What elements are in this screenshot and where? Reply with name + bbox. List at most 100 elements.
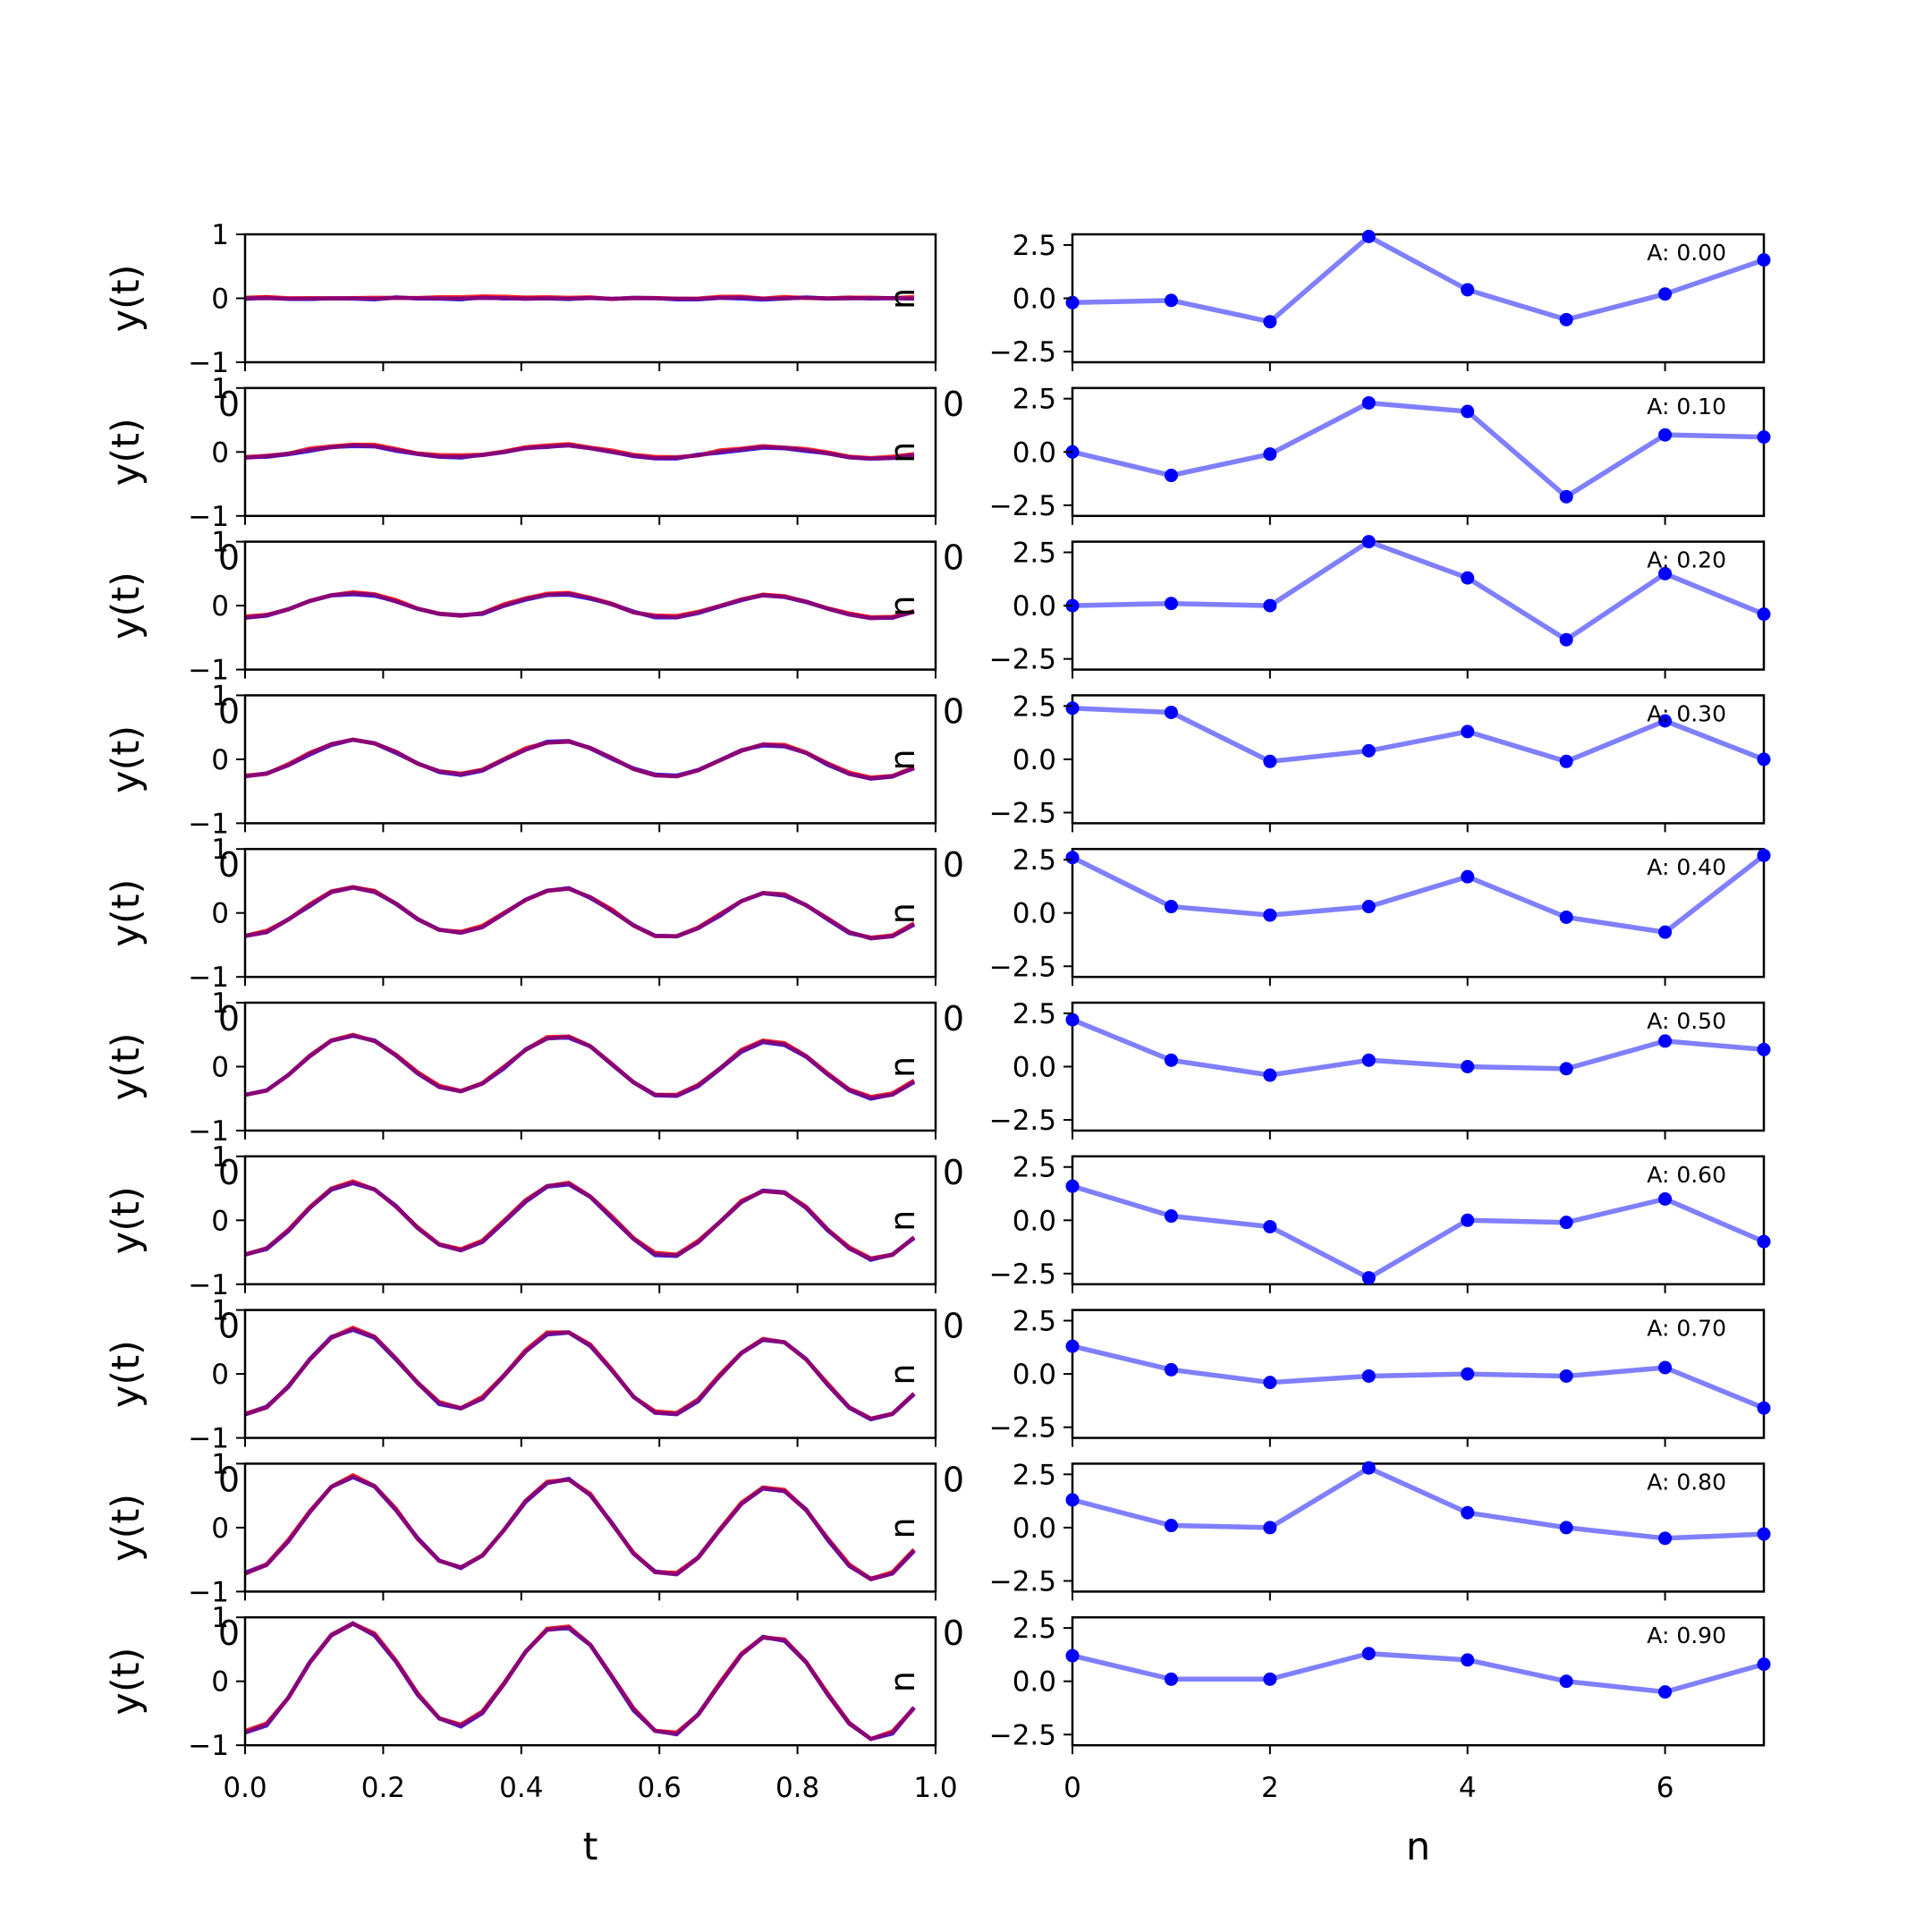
left-ytick-label: −1 — [188, 962, 229, 994]
left-panel-4: 10−1y(t) n0 0 — [104, 834, 964, 994]
right-ytick-label: 2.5 — [1013, 691, 1056, 723]
left-ytick-label: −1 — [188, 655, 229, 687]
blue-trace — [244, 1181, 916, 1263]
data-point — [1263, 754, 1277, 768]
data-point — [1361, 1461, 1376, 1475]
data-point — [1658, 925, 1673, 939]
right-ytick-label: 0.0 — [1013, 1359, 1056, 1391]
data-point — [1361, 395, 1376, 410]
left-ytick-label: 0 — [211, 1052, 229, 1084]
left-ylabel: y(t) — [104, 572, 148, 640]
amplitude-annotation: A: 0.20 — [1647, 547, 1726, 573]
data-point — [1559, 754, 1573, 768]
right-panel-0: 2.5 0.0 −2.5 A: 0.00 — [989, 229, 1771, 371]
data-point — [1658, 566, 1673, 580]
purple-trace — [244, 1326, 916, 1421]
data-point — [1757, 1401, 1771, 1415]
left-ytick-label: −1 — [188, 347, 229, 379]
right-ytick-label: −2.5 — [989, 951, 1056, 983]
ghost-zero-left: 0 — [218, 1153, 240, 1192]
data-point — [1757, 1234, 1771, 1249]
left-xtick-label: 0.4 — [499, 1772, 543, 1804]
right-ytick-label: 0.0 — [1013, 284, 1056, 316]
amplitude-annotation: A: 0.50 — [1647, 1008, 1726, 1034]
left-ytick-label: 1 — [211, 987, 229, 1020]
right-ytick-label: −2.5 — [989, 336, 1056, 369]
amplitude-annotation: A: 0.00 — [1647, 240, 1726, 266]
right-xtick-label: 0 — [1063, 1772, 1081, 1804]
data-point — [1559, 1674, 1573, 1689]
data-point — [1757, 1657, 1771, 1672]
data-point — [1658, 1034, 1673, 1048]
left-panel-8: 10−1y(t) n0 0 — [104, 1448, 964, 1608]
left-ytick-label: 0 — [211, 1205, 229, 1237]
data-point — [1461, 1367, 1475, 1381]
data-point — [1065, 1179, 1080, 1193]
left-ylabel: y(t) — [104, 1648, 148, 1716]
left-axes-frame — [243, 694, 937, 825]
data-point — [1559, 1216, 1573, 1230]
left-ytick-label: 0 — [211, 898, 229, 930]
data-point — [1361, 535, 1376, 549]
right-panel-4: 2.5 0.0 −2.5 A: 0.40 — [989, 844, 1771, 987]
right-ytick-label: −2.5 — [989, 1719, 1056, 1751]
data-point — [1164, 597, 1178, 611]
series-line — [1072, 1183, 1766, 1281]
data-point — [1263, 1521, 1277, 1535]
left-ytick-label: 0 — [211, 284, 229, 316]
data-point — [1461, 1653, 1475, 1667]
left-xtick-label: 0.6 — [638, 1772, 682, 1804]
data-point — [1164, 1053, 1178, 1067]
data-point — [1065, 295, 1080, 309]
right-ytick-label: 0.0 — [1013, 1513, 1056, 1545]
ghost-n-label: n — [883, 749, 922, 770]
purple-trace — [244, 1621, 916, 1741]
left-ytick-label: −1 — [188, 1269, 229, 1301]
data-point — [1461, 571, 1475, 585]
left-ytick-label: 0 — [211, 436, 229, 469]
left-ytick-label: 0 — [211, 744, 229, 776]
left-ytick-label: 1 — [211, 834, 229, 866]
blue-trace — [244, 1621, 916, 1741]
right-ytick-label: 2.5 — [1013, 844, 1056, 877]
data-point — [1361, 743, 1376, 758]
data-point — [1461, 283, 1475, 297]
data-point — [1065, 1339, 1080, 1353]
ghost-zero-mid: 0 — [943, 1307, 964, 1346]
left-ylabel: y(t) — [104, 1340, 148, 1408]
data-point — [1263, 315, 1277, 329]
left-axes-frame — [243, 1155, 937, 1286]
right-xtick-label: 2 — [1261, 1772, 1279, 1804]
data-point — [1559, 1368, 1573, 1383]
data-point — [1065, 701, 1080, 716]
left-ytick-label: 1 — [211, 219, 229, 251]
left-ytick-label: −1 — [188, 1576, 229, 1608]
amplitude-annotation: A: 0.60 — [1647, 1162, 1726, 1188]
data-point — [1164, 705, 1178, 719]
left-xtick-label: 1.0 — [913, 1772, 957, 1804]
right-panel-9: 2.5 0.0 −2.5 A: 0.90 — [989, 1613, 1771, 1755]
ghost-n-label: n — [883, 1671, 922, 1692]
left-axes-frame — [243, 1462, 937, 1593]
data-point — [1658, 287, 1673, 301]
blue-trace — [244, 1033, 916, 1101]
data-point — [1065, 1013, 1080, 1027]
right-panel-6: 2.5 0.0 −2.5 A: 0.60 — [989, 1152, 1771, 1293]
right-ytick-label: −2.5 — [989, 1105, 1056, 1137]
right-ytick-label: 0.0 — [1013, 898, 1056, 930]
ghost-n-label: n — [883, 1056, 922, 1078]
amplitude-annotation: A: 0.10 — [1647, 394, 1726, 419]
right-panel-3: 2.5 0.0 −2.5 A: 0.30 — [989, 691, 1771, 833]
data-point — [1658, 428, 1673, 442]
data-point — [1065, 851, 1080, 865]
data-point — [1461, 724, 1475, 739]
right-ytick-label: −2.5 — [989, 1565, 1056, 1597]
data-point — [1361, 1368, 1376, 1383]
amplitude-annotation: A: 0.70 — [1647, 1316, 1726, 1342]
data-point — [1757, 752, 1771, 767]
data-point — [1164, 1519, 1178, 1533]
blue-trace — [244, 1475, 916, 1581]
left-axes-frame — [243, 1615, 937, 1747]
data-point — [1559, 1521, 1573, 1535]
